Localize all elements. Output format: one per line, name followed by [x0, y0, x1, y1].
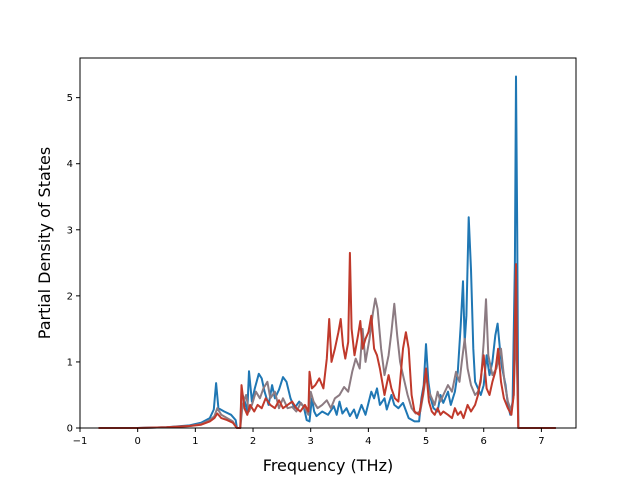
x-tick-label: −1 — [73, 436, 88, 447]
x-tick-label: 7 — [538, 436, 544, 447]
y-tick-label: 1 — [67, 357, 73, 368]
y-tick-label: 2 — [67, 291, 73, 302]
x-tick-label: 2 — [250, 436, 256, 447]
series-line-3 — [98, 251, 556, 429]
x-tick-label: 0 — [134, 436, 140, 447]
y-tick-label: 0 — [67, 424, 73, 435]
series-layer — [98, 75, 556, 429]
y-axis-ticks: 0 1 2 3 4 5 — [67, 93, 80, 435]
x-tick-label: 1 — [192, 436, 198, 447]
x-axis-label: Frequency (THz) — [263, 456, 393, 475]
y-tick-label: 5 — [67, 93, 73, 104]
plot-background — [80, 58, 576, 428]
y-axis-label: Partial Density of States — [35, 147, 54, 339]
series-line-1 — [98, 75, 556, 429]
y-tick-label: 4 — [67, 159, 73, 170]
x-axis-ticks: −1 0 1 2 3 4 5 6 7 — [73, 428, 545, 447]
x-tick-label: 6 — [481, 436, 487, 447]
y-tick-label: 3 — [67, 225, 73, 236]
x-tick-label: 3 — [308, 436, 314, 447]
x-tick-label: 5 — [423, 436, 429, 447]
x-tick-label: 4 — [365, 436, 371, 447]
plot-frame — [79, 57, 577, 429]
